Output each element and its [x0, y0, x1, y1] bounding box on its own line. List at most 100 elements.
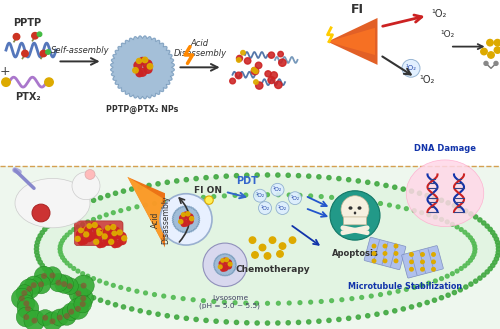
Circle shape — [23, 314, 29, 320]
Circle shape — [108, 240, 114, 244]
Circle shape — [259, 244, 266, 251]
Circle shape — [494, 39, 500, 46]
Circle shape — [24, 300, 30, 306]
Text: Acid
Disassembly: Acid Disassembly — [174, 39, 227, 59]
Circle shape — [119, 209, 122, 213]
Circle shape — [105, 236, 112, 242]
Circle shape — [473, 247, 477, 251]
Circle shape — [234, 320, 238, 324]
Circle shape — [221, 259, 224, 262]
Circle shape — [370, 200, 373, 204]
FancyBboxPatch shape — [74, 221, 123, 245]
Circle shape — [214, 175, 218, 179]
Text: ¹O₂: ¹O₂ — [273, 187, 282, 192]
Circle shape — [463, 230, 466, 234]
Circle shape — [432, 298, 436, 302]
Circle shape — [106, 300, 110, 305]
Circle shape — [59, 253, 63, 257]
Circle shape — [372, 244, 376, 248]
Circle shape — [434, 215, 438, 219]
Circle shape — [76, 291, 82, 296]
Circle shape — [219, 261, 224, 266]
Text: ¹O₂: ¹O₂ — [256, 193, 264, 198]
Circle shape — [51, 309, 68, 326]
Circle shape — [92, 198, 96, 202]
Circle shape — [410, 305, 414, 309]
Circle shape — [340, 298, 344, 302]
Circle shape — [202, 195, 205, 199]
Circle shape — [44, 267, 62, 284]
Circle shape — [45, 78, 53, 86]
Circle shape — [80, 295, 86, 301]
Circle shape — [279, 243, 286, 249]
Circle shape — [222, 258, 228, 263]
Ellipse shape — [354, 212, 356, 215]
Circle shape — [481, 48, 487, 55]
Circle shape — [114, 230, 120, 237]
Circle shape — [85, 226, 92, 234]
Circle shape — [418, 303, 422, 307]
Circle shape — [92, 277, 96, 281]
Circle shape — [474, 279, 478, 283]
Circle shape — [72, 206, 77, 210]
Circle shape — [178, 219, 183, 224]
Circle shape — [38, 281, 44, 287]
Circle shape — [135, 289, 139, 293]
Circle shape — [317, 319, 321, 323]
Circle shape — [350, 197, 354, 201]
Circle shape — [308, 194, 312, 198]
Circle shape — [53, 276, 57, 280]
Circle shape — [88, 228, 96, 236]
Circle shape — [181, 197, 185, 201]
Circle shape — [440, 277, 444, 281]
Circle shape — [222, 300, 226, 304]
Circle shape — [244, 173, 249, 177]
Ellipse shape — [348, 206, 352, 210]
Circle shape — [255, 173, 259, 177]
Circle shape — [139, 58, 146, 64]
Circle shape — [383, 252, 386, 255]
Circle shape — [34, 247, 38, 251]
Ellipse shape — [15, 178, 90, 228]
Circle shape — [58, 247, 62, 251]
Circle shape — [490, 231, 495, 235]
Circle shape — [31, 282, 37, 288]
Circle shape — [222, 266, 228, 271]
Circle shape — [432, 260, 435, 264]
Circle shape — [122, 236, 126, 241]
Circle shape — [383, 244, 386, 248]
Circle shape — [264, 253, 271, 259]
Circle shape — [61, 278, 78, 295]
Circle shape — [61, 281, 67, 287]
Circle shape — [24, 310, 45, 329]
Circle shape — [458, 288, 462, 292]
Circle shape — [463, 264, 466, 268]
Circle shape — [492, 234, 497, 238]
Circle shape — [464, 285, 468, 289]
Circle shape — [59, 241, 63, 245]
Text: PPTP@PTX₂ NPs: PPTP@PTX₂ NPs — [106, 104, 178, 114]
Circle shape — [383, 259, 386, 263]
Text: PPTP: PPTP — [14, 18, 42, 28]
Circle shape — [244, 301, 248, 305]
Circle shape — [494, 257, 498, 261]
Circle shape — [184, 178, 188, 182]
Circle shape — [110, 234, 117, 241]
Circle shape — [32, 275, 50, 294]
Text: PDT: PDT — [236, 176, 258, 186]
Circle shape — [50, 272, 56, 278]
Circle shape — [41, 273, 47, 279]
Text: +: + — [0, 65, 10, 78]
Circle shape — [226, 260, 232, 266]
Text: Apoptosis: Apoptosis — [332, 249, 378, 258]
Circle shape — [98, 235, 106, 243]
Circle shape — [392, 185, 397, 189]
Circle shape — [108, 235, 114, 242]
Circle shape — [36, 237, 40, 241]
Circle shape — [356, 179, 360, 183]
Circle shape — [496, 254, 500, 258]
Circle shape — [50, 318, 56, 324]
Circle shape — [496, 240, 500, 244]
Circle shape — [226, 264, 232, 269]
Circle shape — [378, 293, 382, 296]
